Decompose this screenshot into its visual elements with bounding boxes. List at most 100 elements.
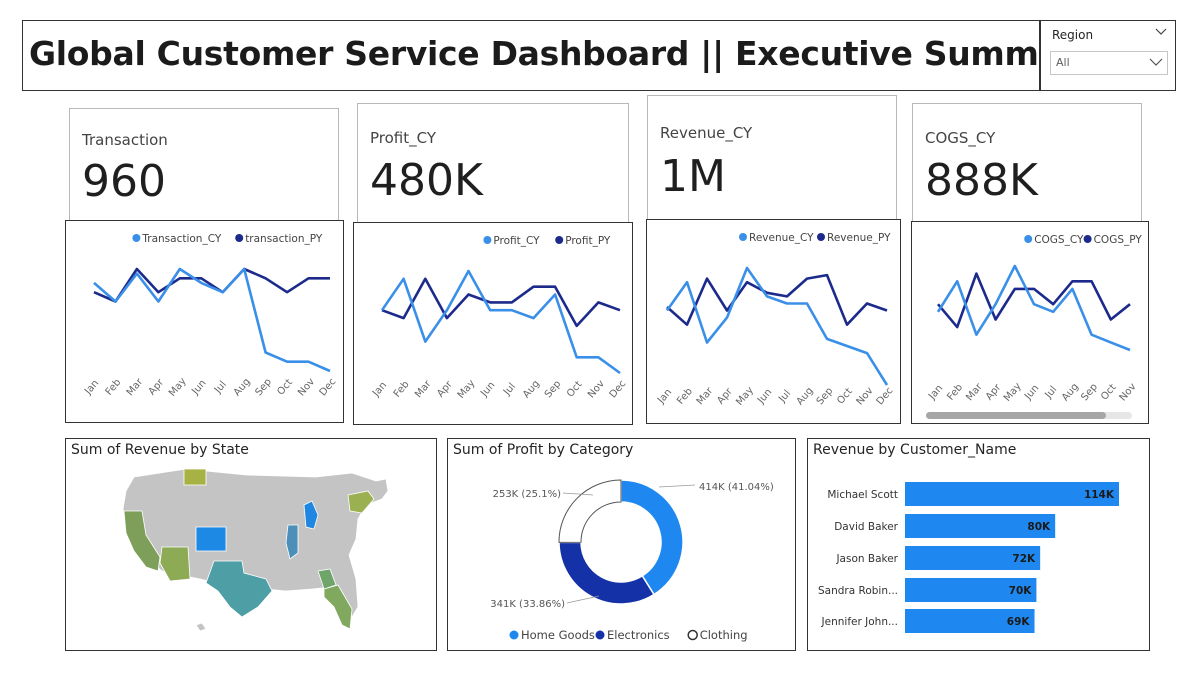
x-tick-label: Sep xyxy=(543,379,564,401)
x-tick-label: Jul xyxy=(212,379,229,396)
map-title: Sum of Revenue by State xyxy=(71,442,249,458)
bar-title: Revenue by Customer_Name xyxy=(813,442,1017,458)
x-tick-label: Jan xyxy=(370,380,389,400)
x-tick-label: Mar xyxy=(695,385,716,407)
legend-dot-py xyxy=(555,236,564,244)
bar-data-label: 72K xyxy=(1012,553,1036,565)
state-florida xyxy=(323,584,353,630)
kpi-card-revenue: Revenue_CY 1M xyxy=(647,95,897,223)
x-tick-label: Apr xyxy=(984,382,1004,403)
bar-data-label: 69K xyxy=(1007,616,1031,628)
x-tick-label: Jan xyxy=(655,387,674,407)
legend-label-py: Profit_PY xyxy=(565,235,611,247)
legend-marker xyxy=(509,630,519,640)
donut-slice xyxy=(558,479,622,543)
bar-data-label: 114K xyxy=(1084,489,1115,501)
x-tick-label: Jun xyxy=(755,387,774,407)
x-tick-label: Apr xyxy=(435,379,455,400)
bar xyxy=(905,514,1056,538)
bar xyxy=(905,546,1041,570)
state-colorado xyxy=(195,526,227,552)
state-hawaii xyxy=(195,622,207,632)
legend-label-cy: Transaction_CY xyxy=(141,233,221,245)
x-tick-label: Jan xyxy=(82,378,101,398)
legend-dot-py xyxy=(1083,235,1092,243)
revenue-line-svg: Revenue_PY Revenue_CY Jan Feb Mar Apr May Jun Ju… xyxy=(655,232,895,408)
kpi-value: 960 xyxy=(82,156,166,207)
x-tick-label: Feb xyxy=(104,377,124,398)
scrollbar-thumb[interactable] xyxy=(926,412,1106,419)
legend-dot-cy xyxy=(483,236,492,244)
bar xyxy=(905,578,1037,602)
series-line-py xyxy=(937,272,1131,329)
cogs-trend-chart[interactable]: COGS_PY COGS_CY Jan Feb Mar Apr May Jun Jul Aug Se… xyxy=(911,221,1149,424)
slice-data-label: 253K (25.1%) xyxy=(493,489,561,500)
legend-label-cy: Revenue_CY xyxy=(749,232,814,244)
donut-svg: 414K (41.04%) 341K (33.86%) 253K (25.1%) Ho… xyxy=(490,479,774,642)
x-tick-label: Oct xyxy=(835,386,855,406)
customer-revenue-bar: Revenue by Customer_Name Michael Scott 11… xyxy=(807,438,1150,651)
x-tick-label: Dec xyxy=(318,376,339,398)
state-michigan xyxy=(303,500,319,530)
region-label: Region xyxy=(1052,28,1094,42)
bar xyxy=(905,609,1035,633)
state-california xyxy=(123,510,161,572)
kpi-value: 1M xyxy=(660,151,726,202)
x-tick-label: Mar xyxy=(125,376,146,398)
chevron-down-icon[interactable] xyxy=(1155,27,1167,37)
revenue-trend-chart: Revenue_PY Revenue_CY Jan Feb Mar Apr May Jun Ju… xyxy=(646,219,901,424)
x-tick-label: May xyxy=(1002,381,1024,404)
x-tick-label: Sep xyxy=(1079,382,1100,404)
legend-label: Electronics xyxy=(607,628,670,642)
legend-label-py: transaction_PY xyxy=(245,233,323,245)
kpi-value: 480K xyxy=(370,155,483,206)
transaction-trend-chart: transaction_PY Transaction_CY Jan Feb Mar Apr… xyxy=(65,220,344,423)
x-tick-label: Nov xyxy=(296,376,317,398)
donut-slice xyxy=(558,541,656,605)
category-label: Sandra Robin... xyxy=(818,585,898,597)
legend-dot-cy xyxy=(1024,235,1033,243)
x-tick-label: Mar xyxy=(964,381,985,403)
x-tick-label: Jun xyxy=(189,378,208,398)
profit-category-donut: Sum of Profit by Category 414K (41.04%) 3… xyxy=(447,438,796,651)
kpi-card-transaction: Transaction 960 xyxy=(69,108,339,223)
legend-dot-py xyxy=(817,233,825,241)
x-tick-label: Feb xyxy=(392,379,412,400)
x-tick-label: Apr xyxy=(147,377,167,398)
series-line-cy xyxy=(936,264,1131,352)
x-tick-label: Mar xyxy=(413,378,434,400)
legend-label-cy: Profit_CY xyxy=(493,235,540,247)
x-tick-label: Aug xyxy=(1060,381,1081,403)
series-line-cy xyxy=(665,266,889,386)
slice-data-label: 341K (33.86%) xyxy=(490,599,565,610)
x-tick-label: Feb xyxy=(675,386,695,407)
region-selected-value: All xyxy=(1056,56,1070,69)
category-label: Jennifer John... xyxy=(821,616,898,628)
legend-label-cy: COGS_CY xyxy=(1034,234,1084,246)
x-tick-label: Oct xyxy=(1099,382,1119,402)
title-bar: Global Customer Service Dashboard || Exe… xyxy=(22,20,1098,91)
legend-dot-cy xyxy=(739,233,747,241)
region-slicer[interactable]: Region All xyxy=(1040,20,1176,91)
kpi-value: 888K xyxy=(925,155,1038,206)
leader-line xyxy=(562,492,594,496)
x-tick-label: Nov xyxy=(1118,381,1139,403)
series-line-py xyxy=(93,267,330,303)
kpi-card-cogs: COGS_CY 888K xyxy=(912,103,1142,223)
x-tick-label: May xyxy=(456,378,478,401)
slice-data-label: 414K (41.04%) xyxy=(699,482,774,493)
chart-legend: transaction_PY Transaction_CY xyxy=(132,233,323,245)
category-label: Jason Baker xyxy=(835,553,898,565)
category-label: Michael Scott xyxy=(827,489,898,501)
kpi-label: Revenue_CY xyxy=(660,124,753,142)
us-map xyxy=(122,468,389,632)
chart-legend: Revenue_PY Revenue_CY xyxy=(739,232,891,244)
series-line-py xyxy=(381,277,621,328)
x-tick-label: Jan xyxy=(926,383,945,403)
kpi-label: Profit_CY xyxy=(370,129,436,147)
page-title: Global Customer Service Dashboard || Exe… xyxy=(29,34,1098,73)
region-dropdown[interactable]: All xyxy=(1050,51,1168,75)
state-new-york xyxy=(347,490,375,514)
legend-dot-cy xyxy=(132,234,141,242)
